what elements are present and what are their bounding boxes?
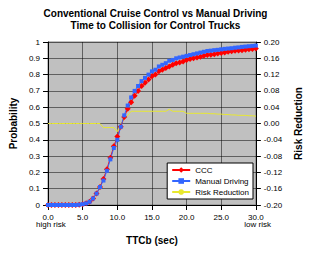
svg-text:-0.12: -0.12 <box>264 168 283 177</box>
svg-text:20.0: 20.0 <box>179 213 195 222</box>
svg-text:1: 1 <box>36 38 41 47</box>
svg-text:0.6: 0.6 <box>29 103 41 112</box>
svg-text:0.0: 0.0 <box>42 213 54 222</box>
svg-text:Risk Reduction: Risk Reduction <box>293 87 304 160</box>
svg-text:0.3: 0.3 <box>29 152 41 161</box>
svg-text:Manual Driving: Manual Driving <box>195 177 248 186</box>
svg-text:0.5: 0.5 <box>29 119 41 128</box>
svg-text:-0.20: -0.20 <box>264 201 283 210</box>
svg-text:0.00: 0.00 <box>264 119 280 128</box>
svg-text:0.2: 0.2 <box>29 168 41 177</box>
svg-text:-0.08: -0.08 <box>264 152 283 161</box>
svg-text:0.20: 0.20 <box>264 38 280 47</box>
svg-text:Risk Reduction: Risk Reduction <box>195 188 249 197</box>
svg-text:TTCb (sec): TTCb (sec) <box>126 235 178 246</box>
svg-text:0.12: 0.12 <box>264 70 280 79</box>
svg-text:15.0: 15.0 <box>144 213 160 222</box>
svg-text:5.0: 5.0 <box>77 213 89 222</box>
svg-text:Time to Collision for Control: Time to Collision for Control Trucks <box>71 20 241 31</box>
svg-text:0.08: 0.08 <box>264 86 280 95</box>
svg-text:0.8: 0.8 <box>29 70 41 79</box>
svg-text:30.0: 30.0 <box>248 213 264 222</box>
svg-text:0.4: 0.4 <box>29 135 41 144</box>
svg-text:25.0: 25.0 <box>213 213 229 222</box>
svg-text:0.04: 0.04 <box>264 103 280 112</box>
svg-text:0.16: 0.16 <box>264 54 280 63</box>
svg-text:CCC: CCC <box>195 166 213 175</box>
svg-text:-0.16: -0.16 <box>264 184 283 193</box>
svg-text:10.0: 10.0 <box>110 213 126 222</box>
svg-text:Probability: Probability <box>8 97 19 149</box>
svg-text:low risk: low risk <box>244 219 271 229</box>
svg-text:0.1: 0.1 <box>29 184 41 193</box>
svg-text:high risk: high risk <box>36 219 66 229</box>
svg-text:-0.04: -0.04 <box>264 135 283 144</box>
svg-text:0: 0 <box>36 201 41 210</box>
svg-text:0.9: 0.9 <box>29 54 41 63</box>
svg-text:Conventional Cruise Control vs: Conventional Cruise Control vs Manual Dr… <box>44 8 268 19</box>
svg-text:0.7: 0.7 <box>29 86 41 95</box>
